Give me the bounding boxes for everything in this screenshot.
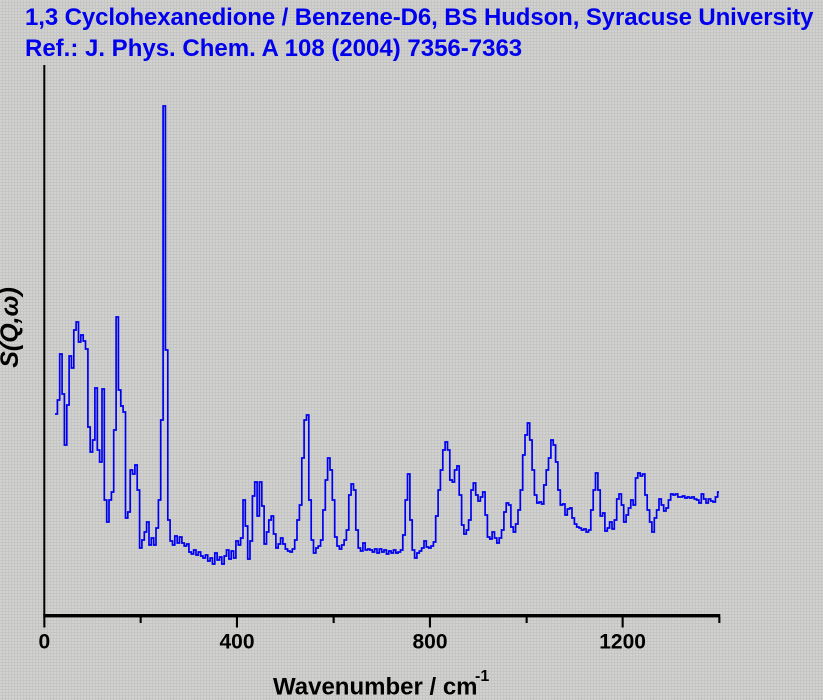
svg-text:800: 800 [412, 631, 447, 654]
svg-text:400: 400 [219, 631, 254, 654]
svg-text:1200: 1200 [599, 631, 646, 654]
svg-text:S(Q,ω): S(Q,ω) [0, 287, 24, 368]
svg-text:0: 0 [38, 631, 50, 654]
svg-text:-1: -1 [475, 668, 489, 685]
svg-text:Wavenumber / cm: Wavenumber / cm [273, 674, 478, 700]
